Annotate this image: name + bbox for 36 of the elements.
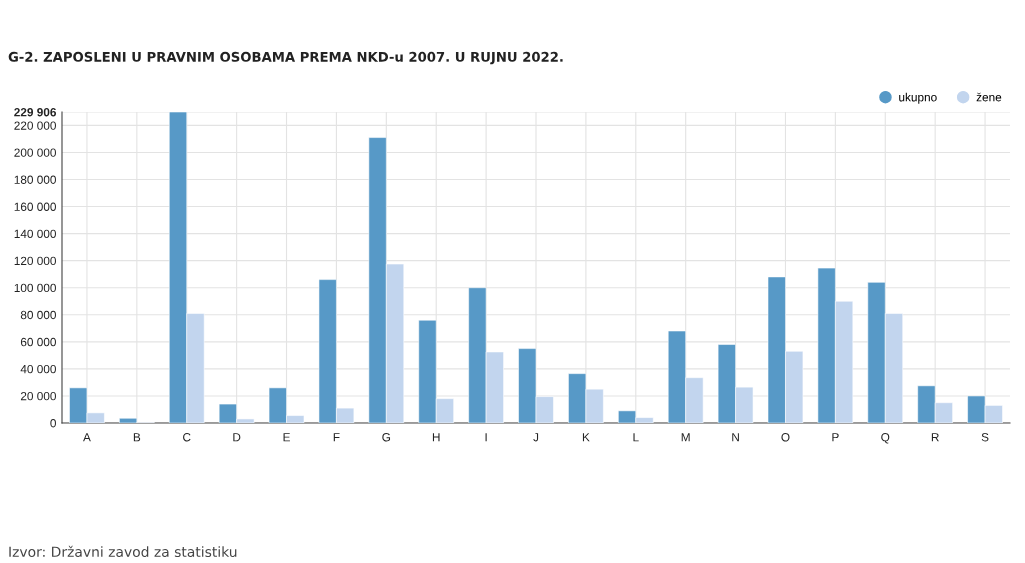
text: Izvor: Državni zavod za statistiku <box>9 545 237 558</box>
y-tick-label: 40 000 <box>20 364 56 374</box>
y-tick-label: 20 000 <box>20 391 56 401</box>
y-tick-label: 120 000 <box>14 256 56 266</box>
legend-label: žene <box>976 92 1002 102</box>
y-tick-label: 180 000 <box>14 175 56 184</box>
x-tick-label: H <box>432 433 440 442</box>
x-tick-label: O <box>781 433 790 442</box>
y-tick-label: 140 000 <box>14 229 56 239</box>
x-tick-label: I <box>485 433 487 442</box>
x-tick-label: J <box>533 433 539 442</box>
x-tick-label: S <box>981 433 989 442</box>
x-tick-label: E <box>283 433 290 442</box>
x-tick-label: M <box>681 433 690 442</box>
x-tick-label: K <box>582 433 590 442</box>
x-tick-label: Q <box>881 433 890 444</box>
x-tick-label: L <box>633 433 639 442</box>
y-tick-label: 0 <box>50 419 56 428</box>
x-tick-label: G <box>382 433 391 442</box>
y-tick-label: 160 000 <box>14 202 56 211</box>
y-tick-label: 229 906 <box>14 108 57 117</box>
x-tick-label: C <box>183 433 191 442</box>
x-tick-label: F <box>333 433 340 442</box>
x-tick-label: A <box>83 433 91 442</box>
y-tick-label: 60 000 <box>20 337 56 347</box>
x-tick-label: N <box>732 433 739 442</box>
x-tick-label: D <box>233 433 241 442</box>
y-tick-label: 100 000 <box>14 283 56 293</box>
x-tick-label: B <box>133 433 141 442</box>
legend-label: ukupno <box>899 92 937 104</box>
x-tick-label: R <box>931 433 939 442</box>
y-tick-label: 80 000 <box>20 310 56 320</box>
x-tick-label: P <box>832 433 839 442</box>
y-tick-label: 200 000 <box>14 148 56 157</box>
chart-title: G-2. ZAPOSLENI U PRAVNIM OSOBAMA PREMA NKD-u 2007. U RUJNU 2022. <box>8 51 563 65</box>
y-tick-label: 220 000 <box>14 121 56 130</box>
